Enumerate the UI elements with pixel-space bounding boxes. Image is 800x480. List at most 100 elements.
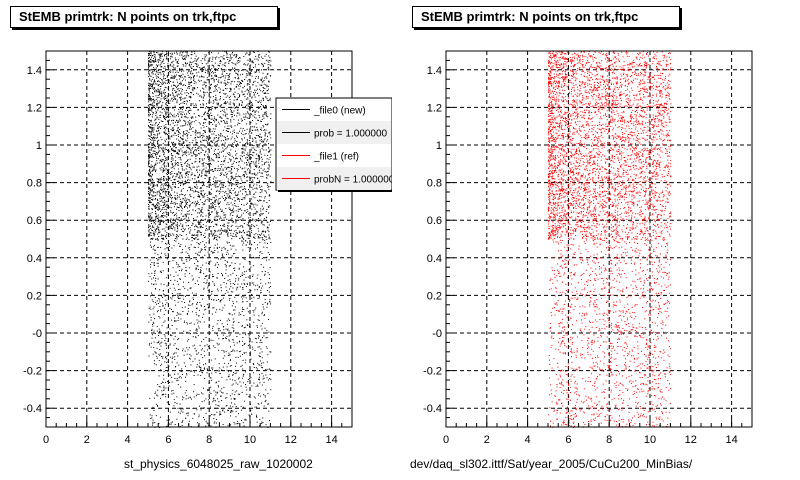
scatter-point xyxy=(148,96,150,98)
scatter-point xyxy=(181,203,183,205)
scatter-point xyxy=(163,293,165,295)
scatter-point xyxy=(148,145,150,147)
scatter-point xyxy=(205,173,207,175)
scatter-point xyxy=(236,137,238,139)
scatter-point xyxy=(172,390,174,391)
scatter-point xyxy=(262,169,264,171)
scatter-point xyxy=(268,81,270,83)
scatter-point xyxy=(240,276,242,277)
scatter-point xyxy=(188,96,190,98)
scatter-point xyxy=(222,73,223,75)
scatter-point xyxy=(236,176,238,177)
scatter-point xyxy=(161,54,163,56)
scatter-point xyxy=(196,184,198,186)
scatter-point xyxy=(170,423,172,425)
scatter-point xyxy=(189,126,191,128)
scatter-point xyxy=(154,124,156,126)
scatter-point xyxy=(187,144,189,146)
scatter-point xyxy=(182,85,184,87)
scatter-point xyxy=(246,224,248,226)
scatter-point xyxy=(252,115,254,117)
scatter-point xyxy=(235,234,237,236)
scatter-point xyxy=(165,234,167,236)
scatter-point xyxy=(181,54,183,56)
scatter-point xyxy=(148,63,149,65)
scatter-point xyxy=(210,184,212,186)
scatter-point xyxy=(167,366,169,368)
scatter-point xyxy=(154,206,156,208)
scatter-point xyxy=(263,126,265,128)
scatter-point xyxy=(219,233,221,235)
scatter-point xyxy=(177,228,179,230)
scatter-point xyxy=(152,124,154,126)
scatter-point xyxy=(167,66,169,68)
scatter-point xyxy=(267,206,269,208)
scatter-point xyxy=(262,141,264,143)
scatter-point xyxy=(245,105,247,107)
scatter-point xyxy=(241,70,243,71)
scatter-point xyxy=(176,153,178,154)
scatter-point xyxy=(210,193,212,195)
scatter-point xyxy=(198,146,200,148)
scatter-point xyxy=(185,201,187,203)
scatter-point xyxy=(164,304,166,306)
scatter-point xyxy=(199,76,201,78)
scatter-point xyxy=(171,173,173,175)
scatter-point xyxy=(191,121,193,123)
scatter-point xyxy=(196,265,198,267)
scatter-point xyxy=(261,121,262,122)
scatter-point xyxy=(201,226,203,228)
scatter-point xyxy=(152,137,154,139)
scatter-point xyxy=(156,300,158,302)
scatter-point xyxy=(205,146,207,148)
scatter-point xyxy=(149,146,151,148)
scatter-point xyxy=(257,55,259,57)
scatter-point xyxy=(237,143,238,145)
scatter-point xyxy=(159,289,161,291)
scatter-point xyxy=(245,53,247,55)
scatter-point xyxy=(256,406,258,408)
scatter-point xyxy=(215,404,217,406)
scatter-point xyxy=(228,207,230,209)
scatter-point xyxy=(267,167,269,169)
scatter-point xyxy=(179,175,181,177)
scatter-point xyxy=(159,178,161,180)
scatter-point xyxy=(191,89,193,91)
scatter-point xyxy=(150,84,152,85)
scatter-point xyxy=(148,94,150,96)
scatter-point xyxy=(225,88,226,90)
scatter-point xyxy=(215,120,217,121)
scatter-point xyxy=(171,155,173,156)
scatter-point xyxy=(230,198,232,199)
scatter-point xyxy=(171,358,173,360)
scatter-point xyxy=(154,119,156,121)
scatter-point xyxy=(165,277,167,279)
scatter-point xyxy=(187,174,189,176)
scatter-point xyxy=(169,94,171,96)
scatter-point xyxy=(248,220,250,222)
scatter-point xyxy=(200,80,202,82)
scatter-point xyxy=(155,277,157,279)
scatter-point xyxy=(268,80,270,82)
scatter-point xyxy=(260,325,262,327)
scatter-point xyxy=(253,67,254,68)
scatter-point xyxy=(162,261,164,263)
scatter-point xyxy=(198,394,200,395)
scatter-point xyxy=(239,130,240,132)
scatter-point xyxy=(215,206,217,207)
scatter-point xyxy=(149,104,151,106)
scatter-point xyxy=(149,152,151,154)
scatter-point xyxy=(184,207,185,208)
scatter-point xyxy=(252,139,254,141)
scatter-point xyxy=(176,262,178,264)
scatter-point xyxy=(199,135,201,137)
scatter-point xyxy=(214,57,216,59)
scatter-point xyxy=(215,97,217,99)
scatter-point xyxy=(154,137,155,139)
scatter-point xyxy=(232,287,234,289)
scatter-point xyxy=(149,259,151,261)
scatter-point xyxy=(218,206,220,208)
scatter-point xyxy=(160,120,162,122)
scatter-point xyxy=(265,112,267,114)
scatter-point xyxy=(157,233,159,235)
